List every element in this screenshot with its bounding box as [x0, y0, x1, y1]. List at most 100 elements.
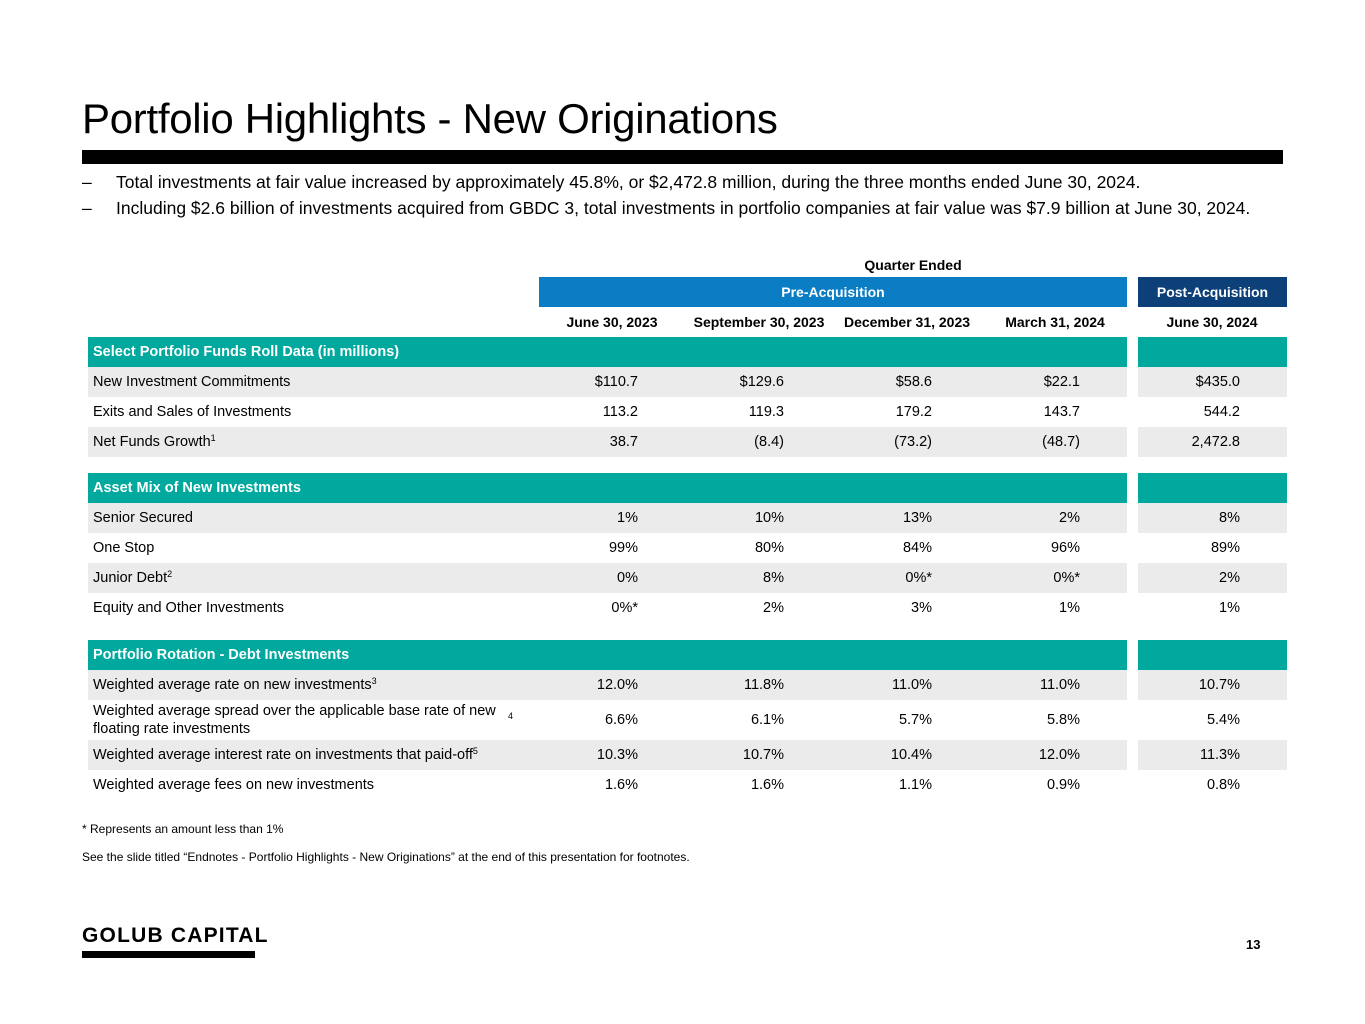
section-title: Portfolio Rotation - Debt Investments — [93, 647, 350, 663]
value-cell: 0%* — [905, 570, 932, 586]
row-background-post — [1138, 503, 1287, 533]
row-label-text: One Stop — [93, 540, 155, 556]
row-background — [88, 367, 1127, 397]
post-acquisition-header: Post-Acquisition — [1138, 277, 1287, 307]
section-header-bar — [88, 337, 1127, 367]
row-label: Weighted average interest rate on invest… — [93, 740, 543, 770]
value-cell: 12.0% — [596, 677, 638, 693]
row-background — [88, 670, 1127, 700]
table-row: Weighted average interest rate on invest… — [0, 740, 1365, 770]
value-cell: 10.3% — [596, 747, 638, 763]
column-header: June 30, 2023 — [566, 314, 658, 330]
value-cell: (8.4) — [754, 434, 784, 450]
logo-underline — [82, 951, 255, 958]
table-row: Weighted average fees on new investments… — [0, 770, 1365, 800]
value-cell: 179.2 — [895, 404, 932, 420]
bullet-list: – Total investments at fair value increa… — [82, 172, 1272, 224]
row-background-post — [1138, 740, 1287, 770]
value-cell: 5.8% — [1046, 712, 1080, 728]
value-cell: 12.0% — [1038, 747, 1080, 763]
column-header: December 31, 2023 — [843, 314, 971, 330]
table-row: Equity and Other Investments 0%* 2% 3% 1% 1% — [0, 593, 1365, 623]
value-cell: 0.9% — [1046, 777, 1080, 793]
value-cell: 6.6% — [604, 712, 638, 728]
row-label: New Investment Commitments — [93, 367, 543, 397]
section-header-bar-post — [1138, 337, 1287, 367]
row-background — [88, 427, 1127, 457]
value-cell: 113.2 — [602, 404, 638, 420]
table-row: Junior Debt 2 0% 8% 0%* 0%* 2% — [0, 563, 1365, 593]
row-label-text: New Investment Commitments — [93, 374, 291, 390]
section-header: Portfolio Rotation - Debt Investments — [0, 640, 1365, 670]
title-divider — [82, 150, 1283, 164]
row-label-superscript: 1 — [210, 433, 216, 443]
column-header-row: June 30, 2023 September 30, 2023 December … — [0, 307, 1365, 337]
column-header: September 30, 2023 — [693, 314, 825, 330]
value-cell: 84% — [902, 540, 932, 556]
value-cell: $22.1 — [1043, 374, 1080, 390]
section-title: Asset Mix of New Investments — [93, 480, 301, 496]
value-cell: 11.8% — [743, 677, 784, 693]
value-cell: 1.6% — [604, 777, 638, 793]
value-cell: 99% — [608, 540, 638, 556]
row-label: One Stop — [93, 533, 543, 563]
value-cell: 1.1% — [898, 777, 932, 793]
value-cell: 5.7% — [898, 712, 932, 728]
row-label-superscript: 5 — [472, 746, 478, 756]
quarter-ended-label: Quarter Ended — [864, 257, 962, 273]
table-row: New Investment Commitments $110.7 $129.6 $5… — [0, 367, 1365, 397]
row-label: Weighted average spread over the applica… — [93, 700, 513, 740]
value-cell: 5.4% — [1206, 712, 1240, 728]
golub-capital-logo: GOLUB CAPITAL — [82, 924, 269, 947]
value-cell: 0%* — [1053, 570, 1080, 586]
section-header: Asset Mix of New Investments — [0, 473, 1365, 503]
value-cell: 0% — [617, 570, 638, 586]
row-label-text: Equity and Other Investments — [93, 600, 285, 616]
row-background-post — [1138, 670, 1287, 700]
value-cell: 3% — [911, 600, 932, 616]
value-cell: 1% — [1219, 600, 1240, 616]
bullet-text: Total investments at fair value increase… — [116, 172, 1141, 192]
value-cell: 0%* — [611, 600, 638, 616]
table-row: Weighted average rate on new investments… — [0, 670, 1365, 700]
row-background-post — [1138, 367, 1287, 397]
value-cell: $435.0 — [1195, 374, 1240, 390]
row-label-superscript: 3 — [371, 676, 377, 686]
section-header-bar — [88, 473, 1127, 503]
column-header: June 30, 2024 — [1166, 314, 1258, 330]
bullet-item: – Total investments at fair value increa… — [82, 172, 1272, 193]
value-cell: 10.4% — [890, 747, 932, 763]
row-label: Exits and Sales of Investments — [93, 397, 543, 427]
value-cell: 1% — [1059, 600, 1080, 616]
value-cell: 10.7% — [742, 747, 784, 763]
value-cell: 11.0% — [891, 677, 932, 693]
pre-acquisition-header: Pre-Acquisition — [539, 277, 1127, 307]
row-label: Weighted average rate on new investments… — [93, 670, 543, 700]
value-cell: 11.3% — [1199, 747, 1240, 763]
value-cell: 1.6% — [750, 777, 784, 793]
page-title: Portfolio Highlights - New Originations — [82, 95, 778, 142]
row-background — [88, 740, 1127, 770]
section-header-bar — [88, 640, 1127, 670]
row-label: Senior Secured — [93, 503, 543, 533]
column-header: March 31, 2024 — [1005, 314, 1105, 330]
row-label-text: Senior Secured — [93, 510, 193, 526]
table-row: Exits and Sales of Investments 113.2 119.3… — [0, 397, 1365, 427]
value-cell: 80% — [754, 540, 784, 556]
row-label-text: Weighted average interest rate on invest… — [93, 747, 473, 763]
value-cell: 143.7 — [1043, 404, 1080, 420]
row-label-text: Weighted average fees on new investments — [93, 777, 375, 793]
value-cell: (73.2) — [894, 434, 932, 450]
value-cell: 8% — [1219, 510, 1240, 526]
value-cell: (48.7) — [1042, 434, 1080, 450]
bullet-dash: – — [82, 172, 92, 192]
row-label-text: Junior Debt — [93, 570, 168, 586]
row-background-post — [1138, 427, 1287, 457]
bullet-dash: – — [82, 198, 92, 218]
section-title: Select Portfolio Funds Roll Data (in mil… — [93, 344, 400, 360]
value-cell: 8% — [763, 570, 784, 586]
value-cell: $110.7 — [594, 374, 638, 390]
row-label: Weighted average fees on new investments — [93, 770, 543, 800]
table-row: Net Funds Growth 1 38.7 (8.4) (73.2) (48.7) 2,… — [0, 427, 1365, 457]
row-label-superscript: 4 — [507, 711, 513, 721]
